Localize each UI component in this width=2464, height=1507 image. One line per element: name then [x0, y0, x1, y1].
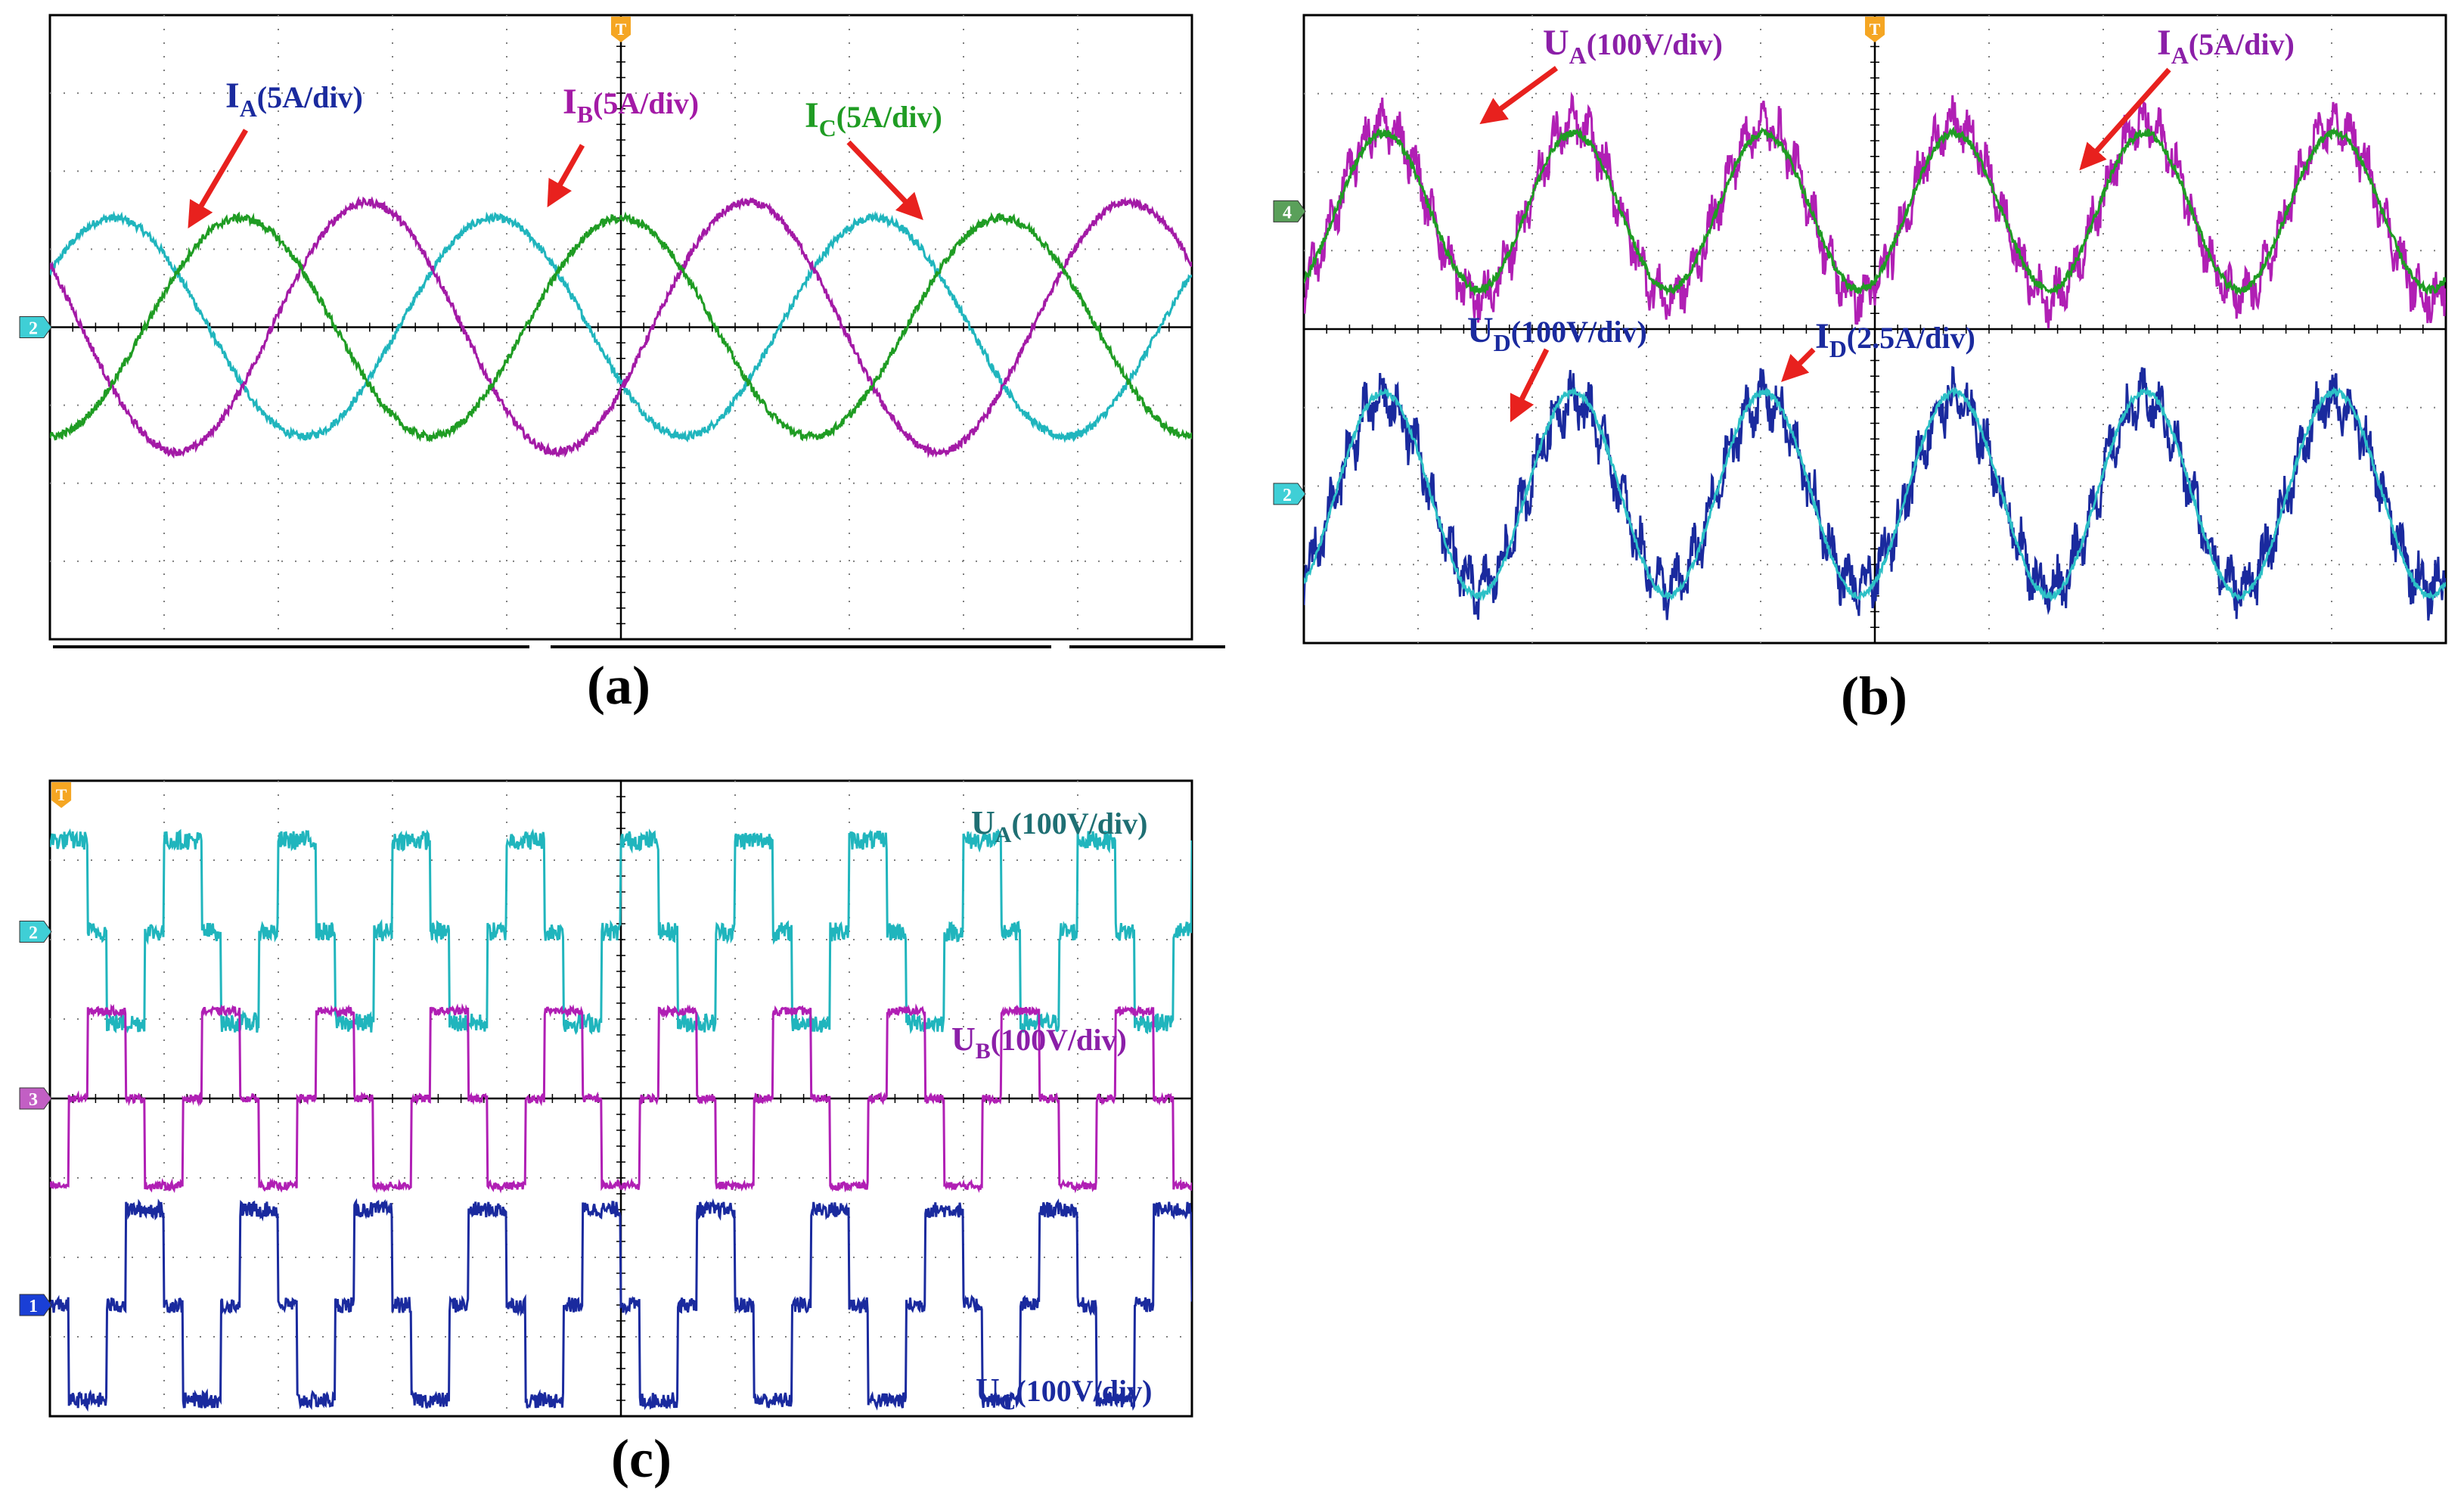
trigger-marker: T [611, 17, 631, 42]
svg-text:2: 2 [1283, 486, 1292, 505]
arrow-ud-b [1510, 348, 1550, 423]
grid-b [1303, 14, 2447, 644]
arrow-ib-a [547, 144, 585, 208]
label-ic-a: IC(5A/div) [805, 95, 942, 141]
arrow-ua-b [1479, 66, 1559, 125]
label-ib-a: IB(5A/div) [563, 82, 699, 128]
svg-text:T: T [56, 785, 67, 804]
trace-i-a [1304, 126, 2446, 297]
label-ua-c: UA(100V/div) [971, 804, 1147, 847]
panel-b: 4 2 T UA(100V/div) IA(5A/div) UD(100V/div)… [1273, 14, 2447, 726]
trace-i-b [50, 195, 1192, 459]
traces-c [50, 828, 1192, 1412]
trace-u-a [1304, 92, 2446, 329]
arrow-ia-b [2079, 67, 2171, 171]
label-ia-a: IA(5A/div) [225, 76, 363, 122]
caption-b: (b) [1841, 666, 1907, 726]
channel-marker: 4 [1273, 200, 1306, 222]
label-ia-b: IA(5A/div) [2157, 23, 2295, 69]
panel-a: 2T IA(5A/div) IB(5A/div) IC(5A/div) (a) [19, 14, 1225, 716]
trace-i-d [1304, 386, 2446, 602]
arrow-ia-a [188, 129, 249, 229]
trace-u-b [50, 1002, 1192, 1194]
channel-marker: 2 [1273, 483, 1306, 505]
channel-marker: 1 [19, 1294, 52, 1316]
caption-c: (c) [611, 1428, 672, 1489]
svg-text:1: 1 [29, 1297, 38, 1316]
svg-text:4: 4 [1283, 203, 1292, 222]
markers-a: 2T [19, 17, 631, 339]
arrow-id-b [1781, 347, 1816, 382]
arrow-ic-a [846, 140, 923, 221]
trace-u-c [50, 1198, 1192, 1412]
svg-text:2: 2 [29, 924, 38, 943]
traces-b [1304, 92, 2446, 621]
trigger-marker: T [51, 782, 72, 808]
svg-text:3: 3 [29, 1090, 38, 1110]
svg-text:T: T [1870, 20, 1881, 39]
caption-a: (a) [587, 655, 650, 716]
channel-marker: 2 [19, 921, 52, 943]
trace-i-a [50, 210, 1192, 443]
trace-i-c [50, 211, 1192, 443]
channel-marker: 2 [19, 316, 52, 339]
label-ud-b: UD(100V/div) [1467, 310, 1647, 356]
channel-marker: 3 [19, 1087, 52, 1110]
svg-text:T: T [616, 20, 627, 39]
label-ub-c: UB(100V/div) [951, 1021, 1127, 1064]
traces-a [50, 195, 1192, 459]
markers-c: 2 3 1 T [19, 782, 72, 1316]
label-uc-c: UC(100V/div) [976, 1372, 1152, 1415]
label-ua-b: UA(100V/div) [1543, 23, 1723, 69]
markers-b: 4 2 T [1273, 17, 1885, 505]
panel-c: 2 3 1 T UA(100V/div) UB(100V/div) UC(100V/d… [19, 779, 1193, 1489]
svg-text:2: 2 [29, 319, 38, 339]
trigger-marker: T [1865, 17, 1885, 42]
label-id-b: ID(2.5A/div) [1815, 316, 1975, 362]
